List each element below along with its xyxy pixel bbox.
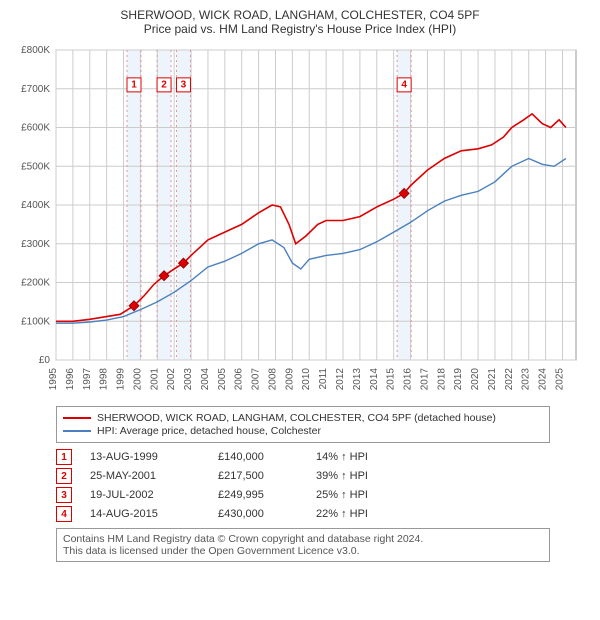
svg-text:£400K: £400K [21,200,50,211]
svg-text:2023: 2023 [521,368,532,391]
transaction-date: 25-MAY-2001 [90,470,200,482]
legend-row: SHERWOOD, WICK ROAD, LANGHAM, COLCHESTER… [63,412,543,424]
svg-text:2005: 2005 [217,368,228,391]
transaction-note: 22% ↑ HPI [316,508,368,520]
svg-text:2002: 2002 [166,368,177,391]
title-line2: Price paid vs. HM Land Registry's House … [8,22,592,36]
svg-text:2001: 2001 [149,368,160,391]
svg-text:2000: 2000 [132,368,143,391]
svg-text:2016: 2016 [403,368,414,391]
legend-label: SHERWOOD, WICK ROAD, LANGHAM, COLCHESTER… [97,412,496,424]
transaction-price: £217,500 [218,470,298,482]
legend-row: HPI: Average price, detached house, Colc… [63,425,543,437]
legend-swatch-property [63,417,91,419]
svg-text:2019: 2019 [453,368,464,391]
svg-text:2003: 2003 [183,368,194,391]
svg-text:£200K: £200K [21,278,50,289]
transaction-note: 39% ↑ HPI [316,470,368,482]
svg-text:£100K: £100K [21,316,50,327]
svg-text:2006: 2006 [234,368,245,391]
transaction-date: 19-JUL-2002 [90,489,200,501]
transaction-marker-icon: 2 [56,468,72,484]
svg-text:2020: 2020 [470,368,481,391]
svg-text:1995: 1995 [48,368,59,391]
svg-text:2018: 2018 [436,368,447,391]
svg-text:2007: 2007 [251,368,262,391]
svg-text:1996: 1996 [65,368,76,391]
svg-text:£0: £0 [39,355,51,366]
svg-text:£500K: £500K [21,161,50,172]
svg-text:2014: 2014 [369,368,380,391]
svg-text:2013: 2013 [352,368,363,391]
svg-text:2011: 2011 [318,368,329,390]
svg-text:3: 3 [181,79,187,90]
svg-text:£300K: £300K [21,239,50,250]
svg-text:2025: 2025 [554,368,565,391]
svg-text:2009: 2009 [284,368,295,391]
transaction-note: 14% ↑ HPI [316,451,368,463]
svg-text:2012: 2012 [335,368,346,391]
transaction-table: 1 13-AUG-1999 £140,000 14% ↑ HPI 2 25-MA… [56,449,582,522]
svg-text:2021: 2021 [487,368,498,391]
transaction-row: 3 19-JUL-2002 £249,995 25% ↑ HPI [56,487,582,503]
transaction-row: 1 13-AUG-1999 £140,000 14% ↑ HPI [56,449,582,465]
svg-text:£600K: £600K [21,123,50,134]
title-line1: SHERWOOD, WICK ROAD, LANGHAM, COLCHESTER… [8,8,592,22]
svg-text:1: 1 [131,79,137,90]
svg-text:2024: 2024 [538,368,549,391]
transaction-marker-icon: 3 [56,487,72,503]
svg-text:2010: 2010 [301,368,312,391]
transaction-note: 25% ↑ HPI [316,489,368,501]
transaction-date: 13-AUG-1999 [90,451,200,463]
transaction-price: £140,000 [218,451,298,463]
svg-text:1999: 1999 [116,368,127,391]
legend-label: HPI: Average price, detached house, Colc… [97,425,321,437]
chart-title: SHERWOOD, WICK ROAD, LANGHAM, COLCHESTER… [8,8,592,36]
svg-text:2022: 2022 [504,368,515,391]
svg-text:£800K: £800K [21,45,50,56]
svg-text:1997: 1997 [82,368,93,391]
transaction-marker-icon: 4 [56,506,72,522]
svg-text:1998: 1998 [99,368,110,391]
svg-text:2008: 2008 [267,368,278,391]
transaction-marker-icon: 1 [56,449,72,465]
svg-text:2004: 2004 [200,368,211,391]
attribution-footer: Contains HM Land Registry data © Crown c… [56,528,550,562]
transaction-row: 2 25-MAY-2001 £217,500 39% ↑ HPI [56,468,582,484]
legend: SHERWOOD, WICK ROAD, LANGHAM, COLCHESTER… [56,406,550,443]
svg-text:2017: 2017 [419,368,430,391]
transaction-price: £249,995 [218,489,298,501]
legend-swatch-hpi [63,430,91,432]
footer-line2: This data is licensed under the Open Gov… [63,545,543,557]
svg-text:4: 4 [401,79,407,90]
transaction-row: 4 14-AUG-2015 £430,000 22% ↑ HPI [56,506,582,522]
footer-line1: Contains HM Land Registry data © Crown c… [63,533,543,545]
svg-text:£700K: £700K [21,84,50,95]
price-chart: £0 £100K £200K £300K £400K £500K £600K £700K £80… [8,40,592,400]
transaction-price: £430,000 [218,508,298,520]
svg-text:2015: 2015 [386,368,397,391]
transaction-date: 14-AUG-2015 [90,508,200,520]
svg-text:2: 2 [161,79,167,90]
